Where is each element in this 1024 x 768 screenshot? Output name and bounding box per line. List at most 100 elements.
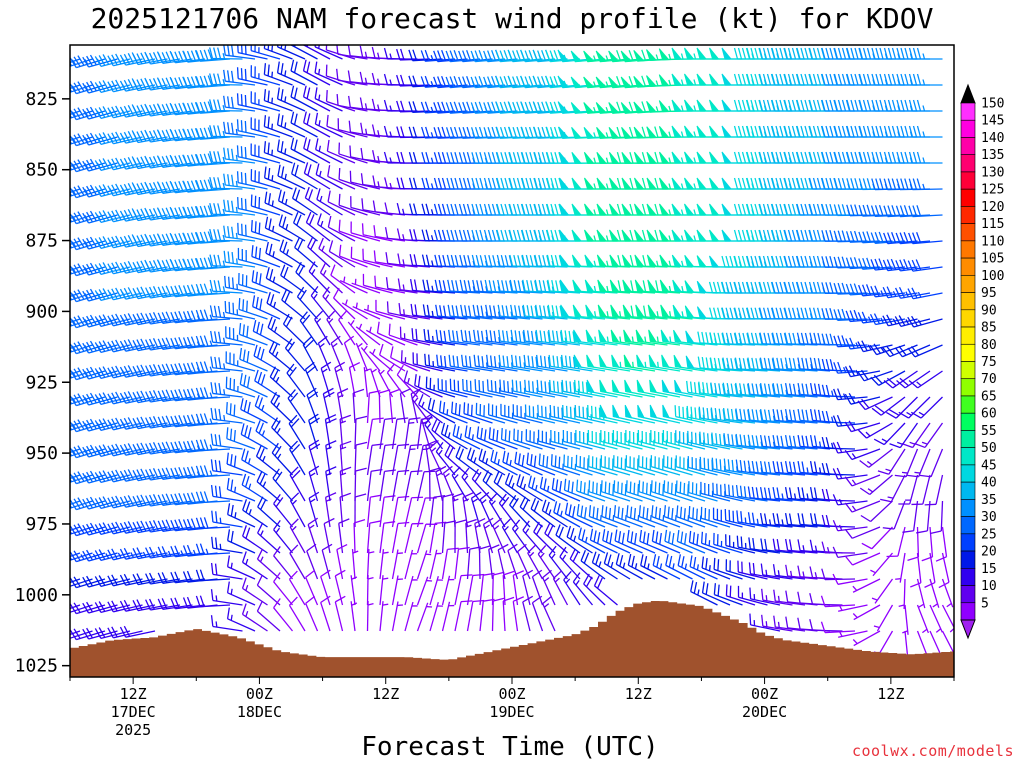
barb-feather: [148, 416, 155, 428]
barb-shaft: [150, 422, 181, 429]
barb-feather: [545, 102, 551, 114]
barb-shaft: [444, 454, 468, 476]
wind-barb: [360, 345, 381, 372]
barb-feather: [461, 600, 473, 603]
wind-barb: [339, 276, 368, 294]
barb-feather: [455, 280, 459, 292]
barb-feather: [53, 499, 59, 508]
barb-feather: [591, 551, 597, 563]
barb-feather: [62, 525, 68, 535]
barb-feather: [291, 45, 292, 46]
barb-shaft: [614, 540, 643, 554]
barb-feather: [571, 481, 574, 494]
barb-pennant: [608, 151, 620, 164]
barb-feather: [199, 309, 205, 321]
barb-shaft: [354, 470, 357, 502]
barb-feather: [237, 45, 239, 53]
barb-feather: [157, 442, 164, 454]
barb-feather: [161, 442, 168, 454]
barb-feather: [241, 551, 247, 563]
wind-barb: [269, 366, 293, 398]
barb-feather: [211, 536, 214, 549]
wind-barb: [226, 607, 256, 632]
barb-feather: [174, 77, 180, 89]
wind-barb: [119, 495, 156, 508]
barb-feather: [509, 494, 517, 506]
wind-barb: [512, 596, 524, 632]
barb-feather: [542, 595, 552, 605]
barb-shaft: [500, 414, 531, 424]
barb-shaft: [267, 326, 293, 346]
barb-feather: [616, 49, 622, 62]
barb-feather: [616, 229, 622, 242]
barb-shaft: [150, 500, 181, 507]
barb-feather: [548, 382, 551, 394]
wind-barb: [597, 279, 631, 294]
barb-feather: [190, 466, 197, 478]
barb-feather: [203, 101, 209, 113]
barb-shaft: [212, 392, 243, 398]
wind-barb: [70, 162, 81, 168]
wind-barb: [559, 279, 593, 294]
barb-feather: [424, 101, 430, 113]
barb-half-feather: [337, 394, 344, 398]
barb-half-feather: [272, 225, 275, 232]
wind-barb: [119, 573, 156, 586]
barb-feather: [513, 280, 518, 292]
barb-feather: [442, 280, 447, 292]
wind-barb: [610, 329, 643, 346]
barb-feather: [226, 581, 230, 593]
barb-shaft: [150, 240, 181, 247]
barb-feather: [267, 316, 273, 328]
wind-barb: [307, 236, 331, 268]
barb-feather: [545, 76, 551, 88]
barb-shaft: [425, 290, 456, 294]
barb-feather: [58, 215, 64, 225]
barb-half-feather: [484, 524, 490, 529]
barb-half-feather: [142, 551, 147, 558]
barb-feather: [178, 284, 184, 296]
wind-barb: [476, 426, 506, 450]
wind-barb: [585, 304, 618, 320]
barb-feather: [152, 312, 159, 323]
barb-feather: [82, 316, 90, 328]
barb-feather: [446, 254, 451, 267]
barb-feather: [226, 427, 229, 439]
barb-shaft: [562, 390, 593, 398]
barb-feather: [520, 127, 526, 139]
barb-shaft: [289, 448, 306, 476]
barb-feather: [231, 277, 235, 289]
barb-feather: [132, 470, 139, 481]
barb-feather: [302, 59, 307, 72]
wind-barb: [268, 341, 293, 372]
barb-feather: [89, 366, 97, 378]
barb-feather: [203, 153, 209, 165]
barb-feather: [337, 388, 349, 394]
barb-half-feather: [524, 528, 530, 534]
barb-feather: [161, 390, 168, 402]
wind-barb: [310, 285, 331, 320]
barb-feather: [289, 440, 299, 450]
barb-feather: [521, 454, 525, 467]
wind-barb: [466, 573, 485, 606]
barb-shaft: [490, 460, 518, 476]
barb-shaft: [569, 558, 593, 580]
wind-barb: [271, 417, 293, 450]
barb-feather: [240, 94, 243, 106]
barb-feather: [182, 129, 189, 141]
barb-feather: [178, 102, 184, 114]
barb-feather: [295, 261, 302, 273]
barb-feather: [217, 73, 222, 85]
barb-shaft: [305, 603, 319, 632]
barb-feather: [493, 471, 500, 483]
barb-feather: [427, 329, 430, 342]
barb-feather: [132, 184, 139, 195]
barb-feather: [136, 131, 143, 143]
barb-shaft: [450, 290, 481, 294]
barb-shaft: [512, 601, 519, 632]
wind-barb: [195, 465, 231, 478]
barb-feather: [434, 421, 441, 433]
wind-barb: [586, 379, 618, 398]
barb-feather: [526, 330, 530, 342]
barb-feather: [148, 260, 155, 272]
